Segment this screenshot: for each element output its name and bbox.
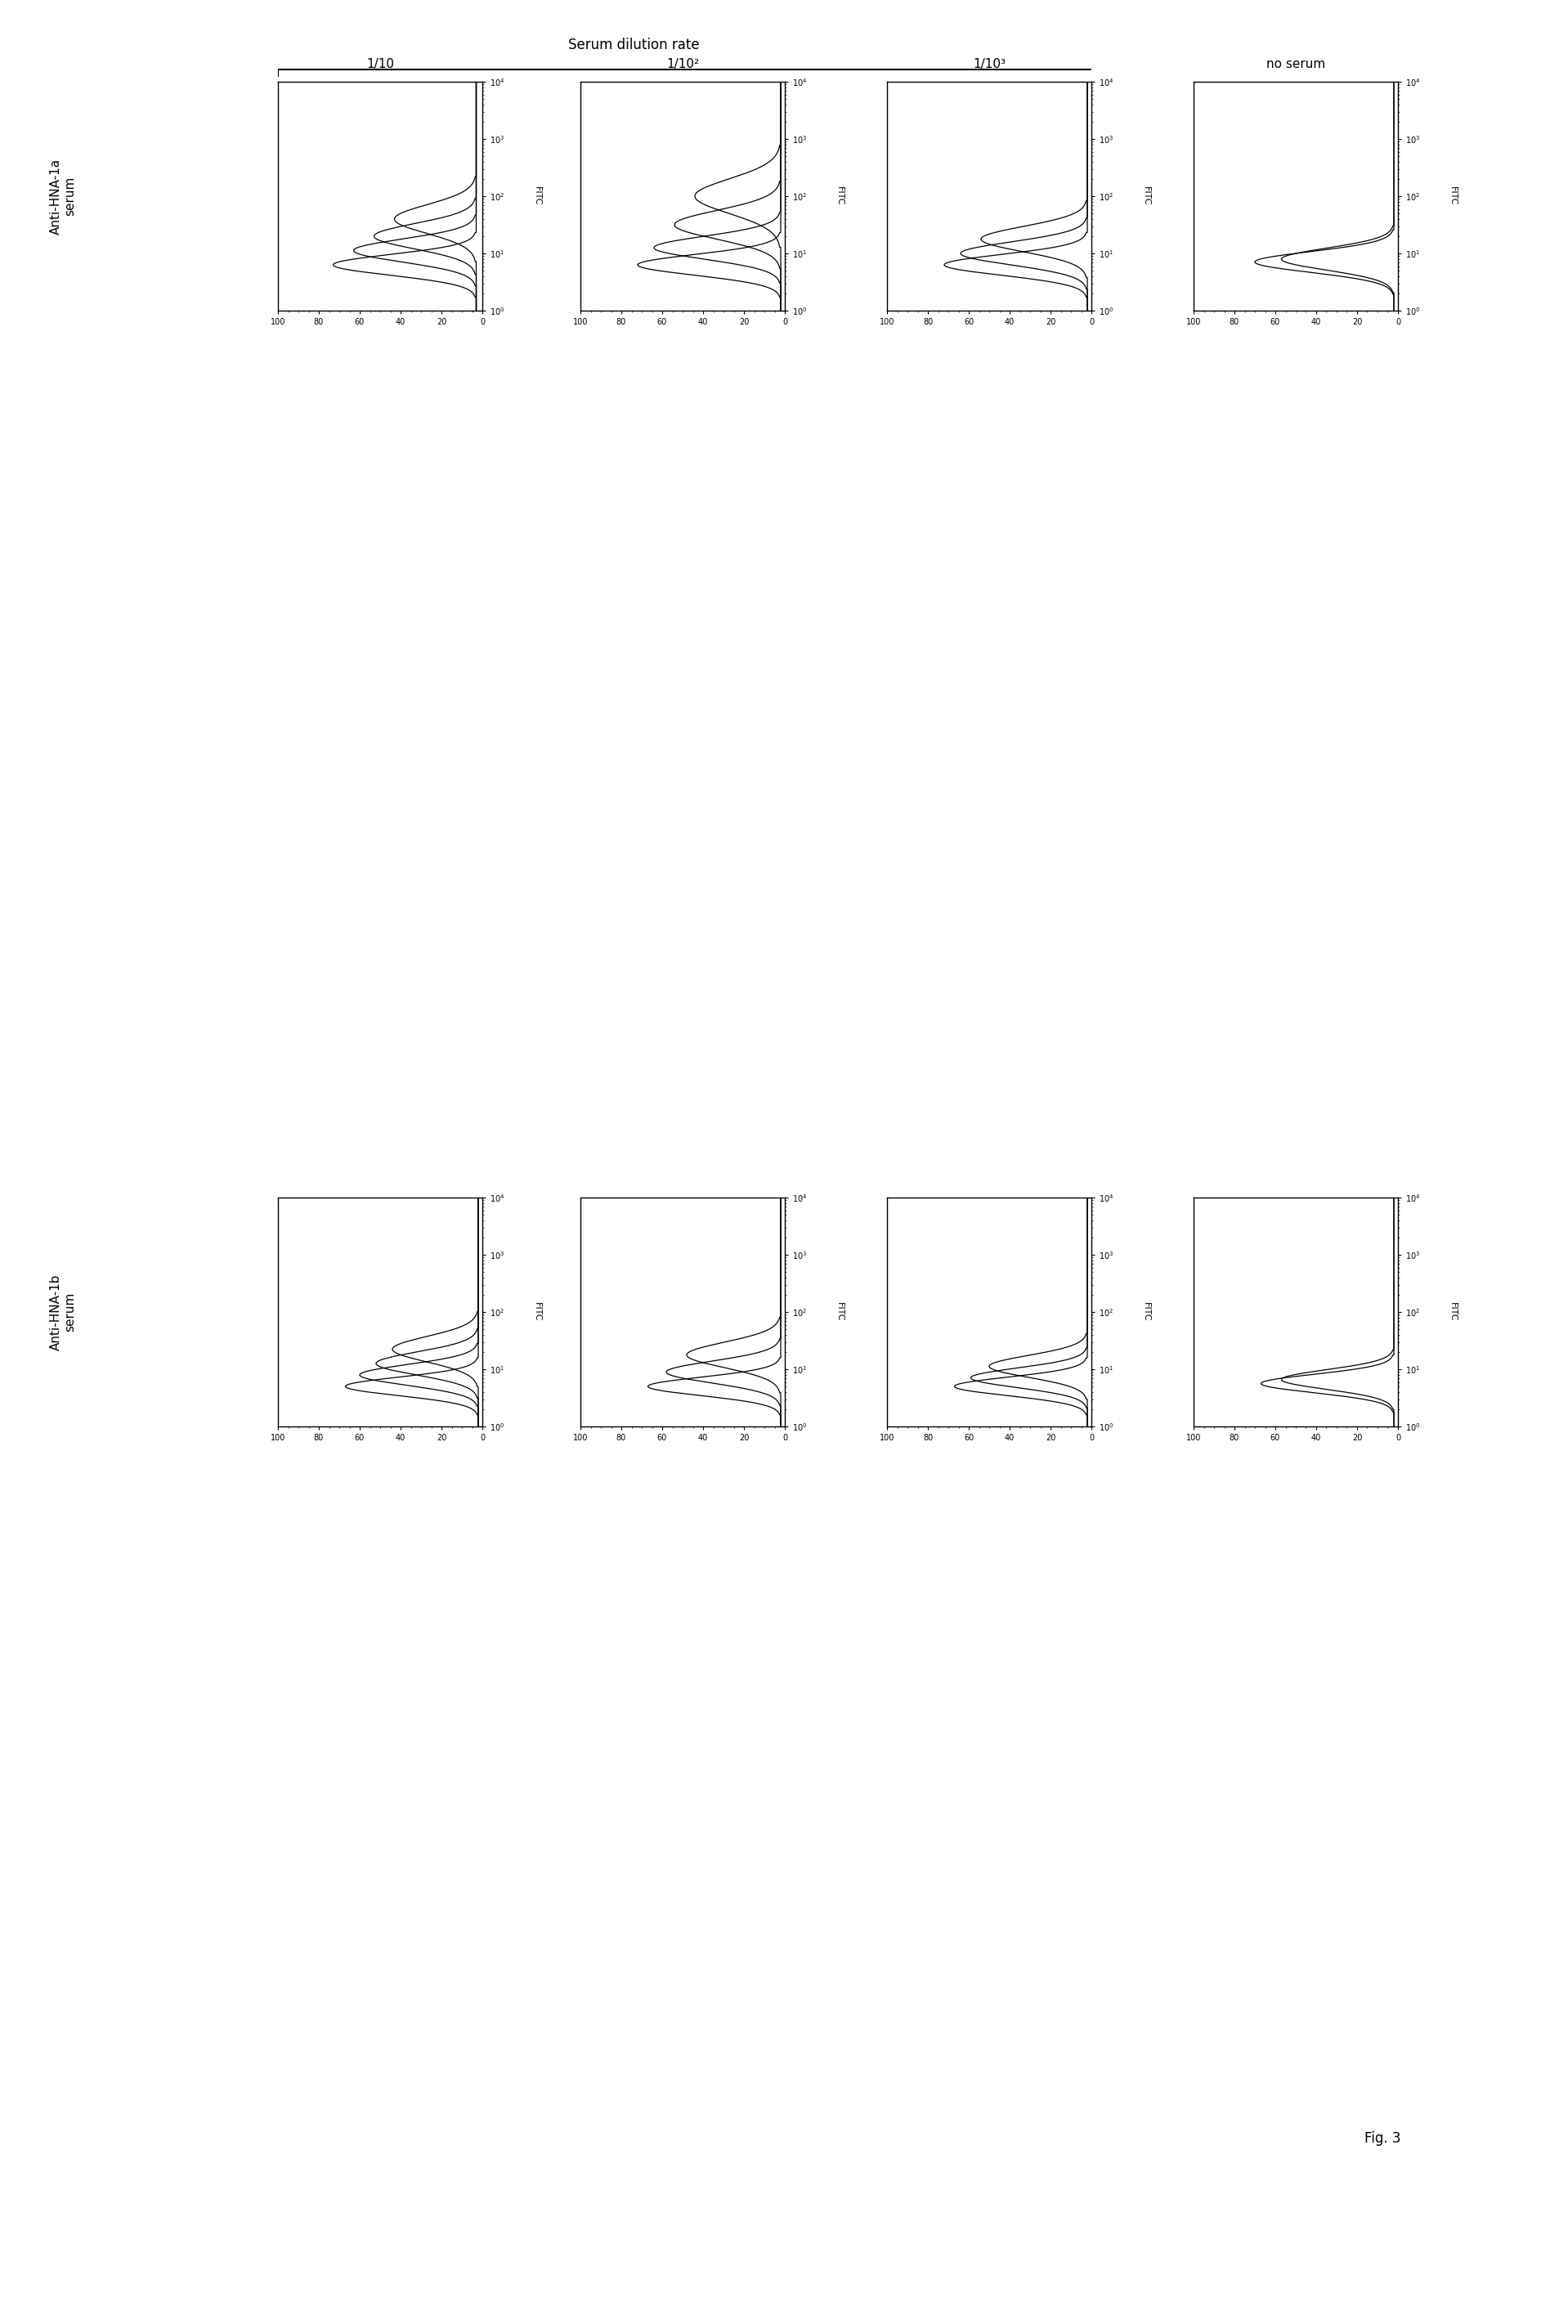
- Text: 1/10: 1/10: [367, 58, 394, 70]
- Text: 1/10²: 1/10²: [666, 58, 699, 70]
- Y-axis label: FITC: FITC: [836, 1301, 844, 1322]
- Y-axis label: FITC: FITC: [533, 186, 541, 207]
- Text: Fig. 3: Fig. 3: [1364, 2131, 1400, 2145]
- Text: 1/10³: 1/10³: [972, 58, 1005, 70]
- Y-axis label: FITC: FITC: [1449, 1301, 1457, 1322]
- Text: Anti-HNA-1b
serum: Anti-HNA-1b serum: [50, 1274, 75, 1350]
- Y-axis label: FITC: FITC: [1142, 1301, 1151, 1322]
- Y-axis label: FITC: FITC: [1142, 186, 1151, 207]
- Y-axis label: FITC: FITC: [1449, 186, 1457, 207]
- Text: Anti-HNA-1a
serum: Anti-HNA-1a serum: [50, 158, 75, 235]
- Y-axis label: FITC: FITC: [533, 1301, 541, 1322]
- Text: no serum: no serum: [1267, 58, 1325, 70]
- Y-axis label: FITC: FITC: [836, 186, 844, 207]
- Text: Serum dilution rate: Serum dilution rate: [568, 37, 699, 53]
